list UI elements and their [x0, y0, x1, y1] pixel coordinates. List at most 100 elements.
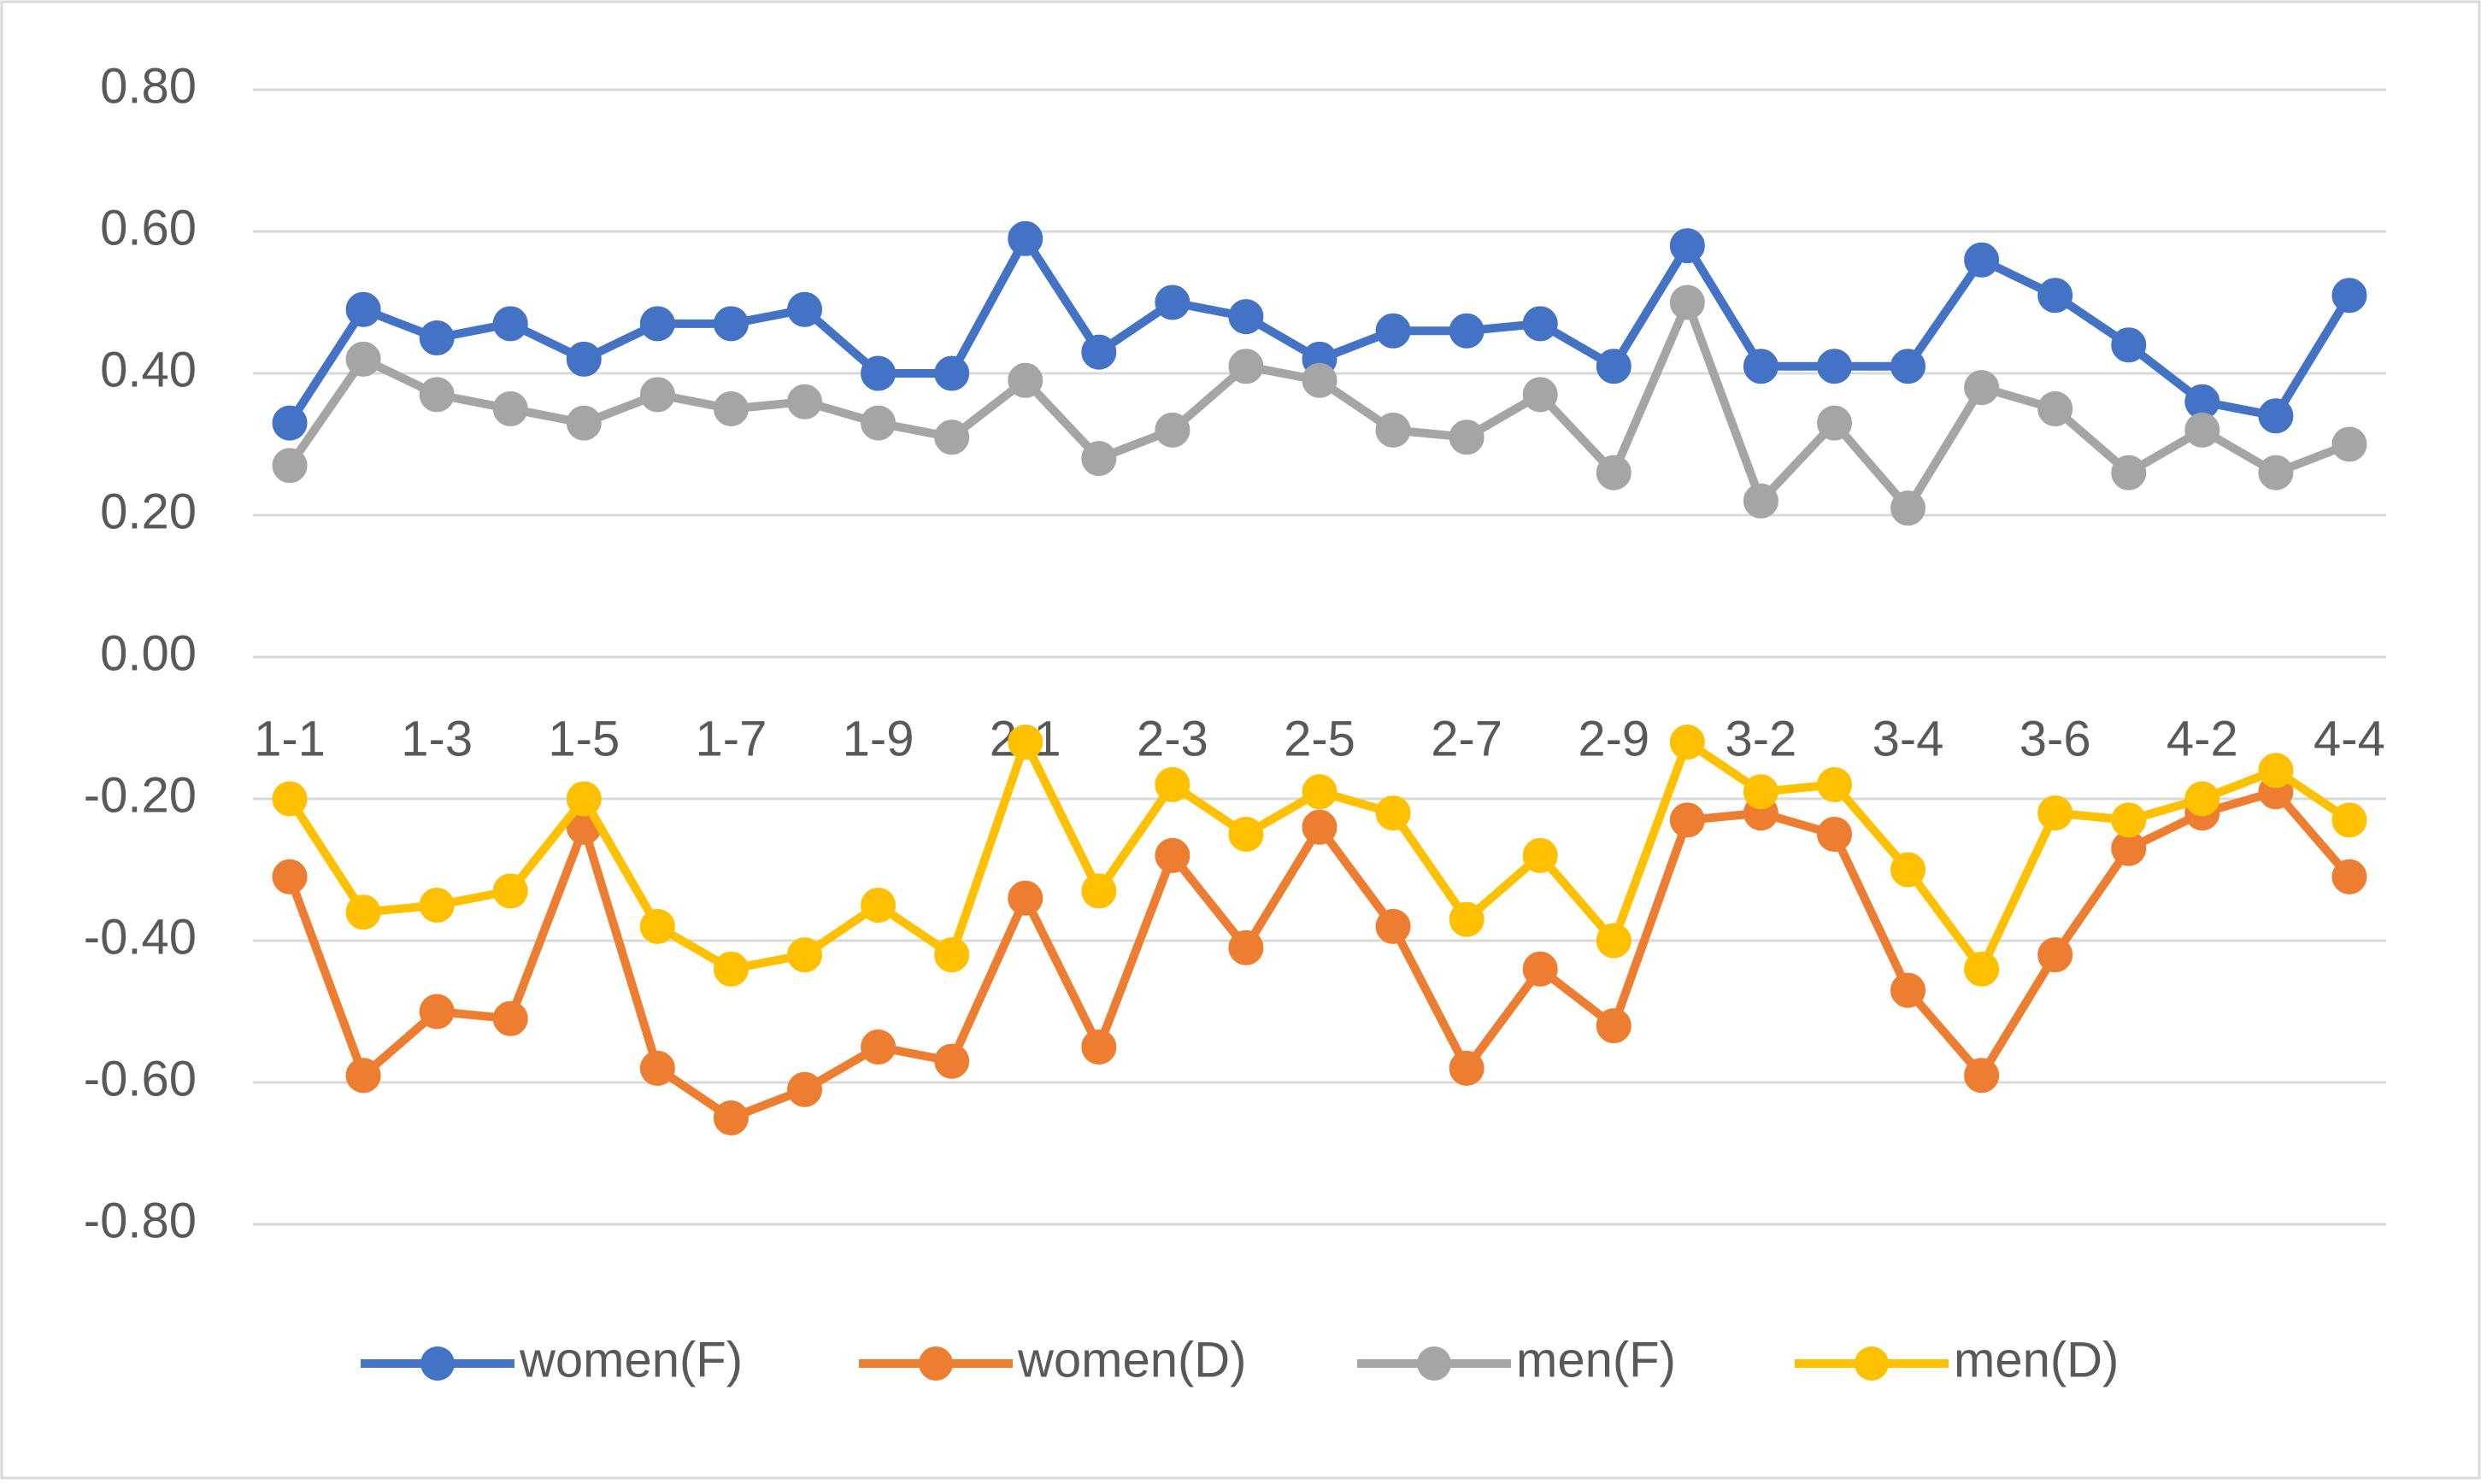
x-tick-label: 1-5 [548, 711, 620, 766]
x-tick-label: 2-9 [1578, 711, 1649, 766]
data-point [713, 1100, 749, 1135]
data-point [861, 355, 897, 391]
data-point [1081, 1029, 1117, 1065]
legend-marker [420, 1346, 455, 1381]
data-point [492, 391, 528, 426]
data-point [787, 1071, 823, 1107]
data-point [2331, 802, 2367, 838]
data-point [345, 895, 381, 930]
legend-label: men(D) [1954, 1332, 2119, 1387]
x-tick-label: 1-7 [696, 711, 767, 766]
data-point [1228, 817, 1264, 852]
data-point [1375, 412, 1411, 448]
data-point [2037, 795, 2073, 831]
data-point [787, 384, 823, 419]
data-point [492, 306, 528, 342]
x-tick-label: 4-4 [2313, 711, 2385, 766]
data-point [2184, 412, 2220, 448]
data-point [934, 937, 970, 973]
data-point [1890, 852, 1926, 888]
data-point [1155, 766, 1191, 802]
x-tick-label: 3-2 [1725, 711, 1796, 766]
data-point [1522, 951, 1558, 987]
y-tick-label: 0.40 [100, 342, 197, 397]
data-point [1449, 1050, 1484, 1086]
data-point [1155, 837, 1191, 873]
data-point [1302, 774, 1338, 810]
data-point [492, 1000, 528, 1036]
x-tick-label: 4-2 [2166, 711, 2238, 766]
data-point [1449, 313, 1484, 349]
data-point [1008, 220, 1044, 256]
data-point [1449, 419, 1484, 455]
data-point [1964, 242, 2000, 278]
data-point [345, 291, 381, 327]
data-point [566, 341, 602, 377]
data-point [1964, 951, 2000, 987]
data-point [1816, 405, 1852, 441]
data-point [1669, 284, 1705, 320]
data-point [639, 306, 675, 342]
legend-marker [1855, 1346, 1889, 1381]
series [272, 220, 2367, 441]
y-tick-label: 0.60 [100, 200, 197, 255]
data-point [787, 937, 823, 973]
x-tick-label: 1-9 [843, 711, 914, 766]
data-point [1596, 1008, 1631, 1044]
series [272, 724, 2367, 987]
data-point [639, 377, 675, 413]
y-tick-label: -0.60 [84, 1051, 197, 1106]
data-point [1669, 228, 1705, 264]
data-point [2111, 327, 2147, 363]
data-point [1596, 349, 1631, 384]
data-point [1669, 724, 1705, 760]
y-tick-label: -0.40 [84, 909, 197, 965]
data-point [272, 405, 308, 441]
data-point [861, 1029, 897, 1065]
y-tick-label: 0.20 [100, 484, 197, 539]
data-point [2331, 426, 2367, 462]
grid [253, 88, 2386, 1226]
data-point [419, 994, 455, 1029]
data-point [2037, 278, 2073, 314]
data-point [934, 419, 970, 455]
data-point [934, 1043, 970, 1079]
x-tick-label: 2-7 [1431, 711, 1502, 766]
data-point [1008, 880, 1044, 916]
data-point [934, 355, 970, 391]
data-point [2258, 455, 2294, 490]
data-point [2037, 391, 2073, 426]
data-point [713, 391, 749, 426]
data-point [1081, 334, 1117, 370]
data-point [1669, 802, 1705, 838]
legend-marker [1417, 1346, 1451, 1381]
legend-label: men(F) [1516, 1332, 1676, 1387]
data-point [2258, 398, 2294, 434]
data-point [1964, 1058, 2000, 1094]
data-point [1743, 349, 1778, 384]
data-point [1302, 362, 1338, 398]
data-point [492, 873, 528, 909]
data-point [2331, 278, 2367, 314]
data-point [1155, 412, 1191, 448]
data-point [345, 1058, 381, 1094]
data-point [419, 377, 455, 413]
data-point [1816, 766, 1852, 802]
legend-label: women(F) [519, 1332, 743, 1387]
x-tick-label: 1-1 [254, 711, 326, 766]
data-point [1008, 724, 1044, 760]
data-point [1375, 908, 1411, 944]
data-point [566, 405, 602, 441]
series [272, 774, 2367, 1135]
data-point [272, 448, 308, 484]
series [272, 284, 2367, 526]
data-point [1155, 284, 1191, 320]
x-tick-label: 3-4 [1873, 711, 1944, 766]
data-point [1522, 377, 1558, 413]
legend-marker [919, 1346, 953, 1381]
data-point [272, 781, 308, 817]
legend: women(F) women(D) men(F) men(D) [361, 1332, 2119, 1387]
data-point [419, 888, 455, 923]
